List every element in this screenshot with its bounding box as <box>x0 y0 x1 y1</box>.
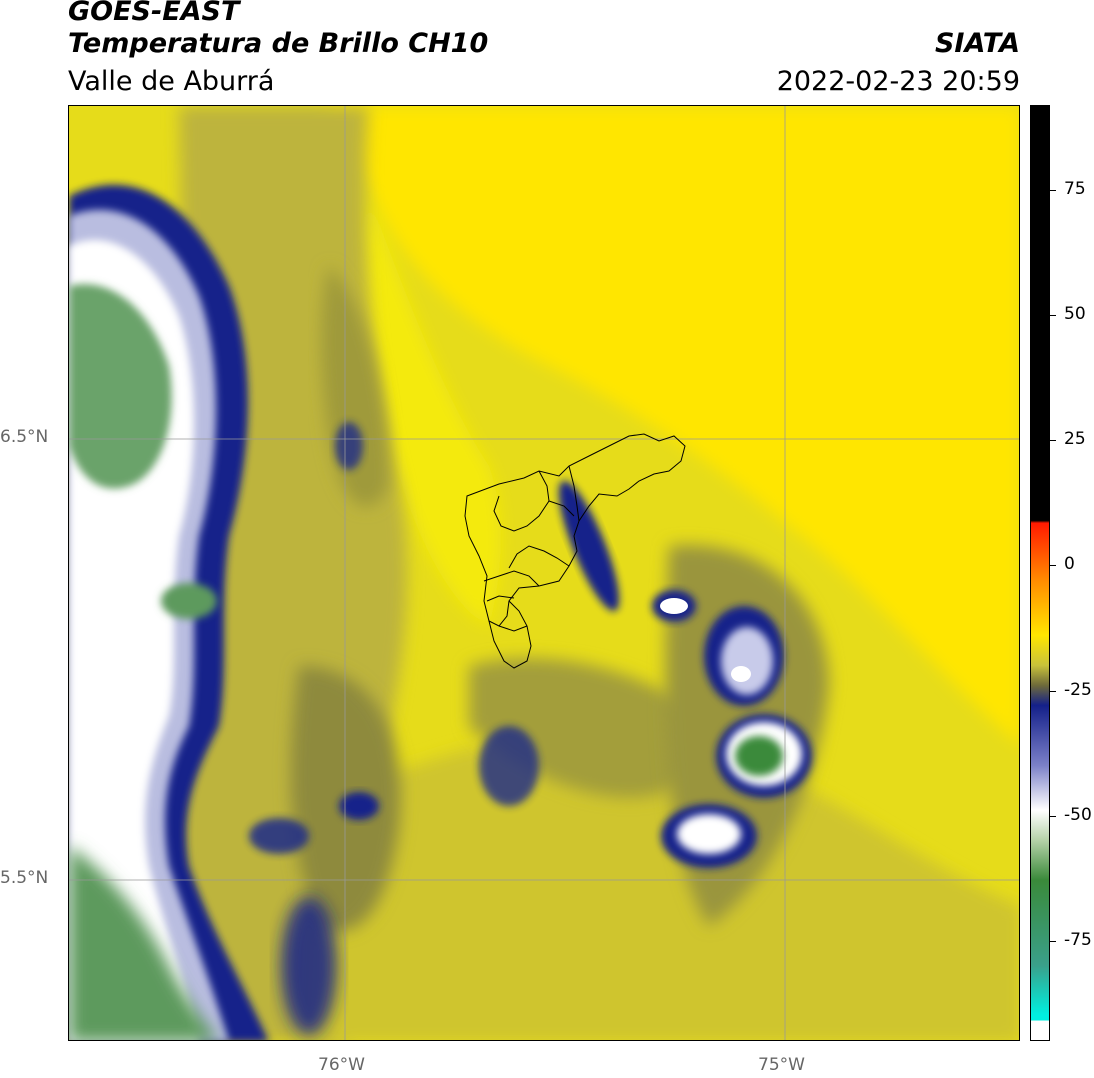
timestamp: 2022-02-23 20:59 <box>776 66 1020 97</box>
cloud-west-green-lower <box>69 846 218 1040</box>
colorbar-tick-label: 25 <box>1064 429 1086 450</box>
colorbar-tick-label: -50 <box>1064 804 1092 825</box>
colorbar-tick-label: 50 <box>1064 304 1086 325</box>
lon-label-76: 76°W <box>318 1055 365 1075</box>
cell-ne-blue <box>558 480 620 612</box>
cell-sw-e <box>281 896 337 1036</box>
subtitle-region: Valle de Aburrá <box>68 66 275 97</box>
colorbar-tick-mark <box>1050 815 1056 817</box>
field-olive-south <box>299 729 1019 1040</box>
lat-label-6-5: 6.5°N <box>0 427 49 447</box>
colorbar-tick-label: -75 <box>1064 929 1092 950</box>
cell-north-f <box>335 422 363 470</box>
cell-east-b-core <box>731 666 751 682</box>
satellite-map[interactable] <box>68 105 1020 1041</box>
title-satellite: GOES-EAST <box>68 0 240 27</box>
lon-label-75: 75°W <box>758 1055 805 1075</box>
field-warm-ne <box>319 106 1019 745</box>
graticule <box>69 106 1019 1040</box>
colorbar-tick-label: 0 <box>1064 554 1075 575</box>
colorbar-tick-mark <box>1050 440 1056 442</box>
colorbar-tick-label: -25 <box>1064 679 1092 700</box>
colorbar-tick-mark <box>1050 690 1056 692</box>
map-svg <box>69 106 1019 1040</box>
cell-south-a-white <box>677 814 741 854</box>
colorbar-tick-mark <box>1050 190 1056 192</box>
municipality-boundaries <box>464 433 686 669</box>
cell-south-d <box>249 818 309 854</box>
colorbar-tick-mark <box>1050 315 1056 317</box>
colorbar-tick-mark <box>1050 940 1056 942</box>
cell-south-c <box>339 792 379 820</box>
cell-east-b-inner <box>721 627 773 695</box>
cell-east-c-green <box>735 736 783 776</box>
colorbar-tick-label: 75 <box>1064 179 1086 200</box>
colorbar <box>1030 105 1050 1041</box>
title-product: Temperatura de Brillo CH10 <box>68 28 489 59</box>
colorbar-tick-mark <box>1050 565 1056 567</box>
organization-label: SIATA <box>934 28 1020 59</box>
lat-label-5-5: 5.5°N <box>0 868 49 888</box>
cell-east-a-inner <box>660 598 688 614</box>
cloud-west-green-spot <box>161 583 217 619</box>
cell-south-b <box>479 726 539 806</box>
cloud-west-green-upper <box>69 284 172 489</box>
